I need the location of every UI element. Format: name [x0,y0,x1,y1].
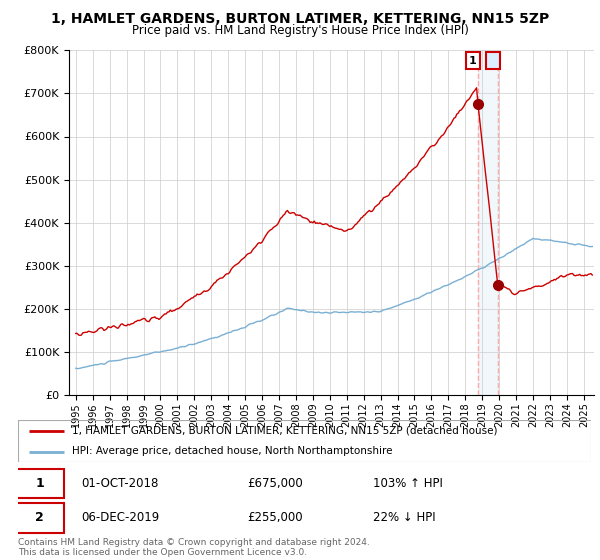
Text: Price paid vs. HM Land Registry's House Price Index (HPI): Price paid vs. HM Land Registry's House … [131,24,469,36]
Text: 1, HAMLET GARDENS, BURTON LATIMER, KETTERING, NN15 5ZP: 1, HAMLET GARDENS, BURTON LATIMER, KETTE… [51,12,549,26]
Text: 22% ↓ HPI: 22% ↓ HPI [373,511,436,525]
Text: 1, HAMLET GARDENS, BURTON LATIMER, KETTERING, NN15 5ZP (detached house): 1, HAMLET GARDENS, BURTON LATIMER, KETTE… [73,426,498,436]
Text: 103% ↑ HPI: 103% ↑ HPI [373,477,443,490]
Text: 1: 1 [469,56,477,66]
FancyBboxPatch shape [15,503,64,533]
Text: £255,000: £255,000 [247,511,303,525]
Text: HPI: Average price, detached house, North Northamptonshire: HPI: Average price, detached house, Nort… [73,446,393,456]
Text: 1: 1 [35,477,44,490]
Text: 01-OCT-2018: 01-OCT-2018 [81,477,158,490]
Bar [478,50,498,395]
FancyBboxPatch shape [15,469,64,498]
Text: 2: 2 [490,56,497,66]
Text: 06-DEC-2019: 06-DEC-2019 [81,511,159,525]
Text: 2: 2 [35,511,44,525]
Text: Contains HM Land Registry data © Crown copyright and database right 2024.
This d: Contains HM Land Registry data © Crown c… [18,538,370,557]
Text: £675,000: £675,000 [247,477,303,490]
